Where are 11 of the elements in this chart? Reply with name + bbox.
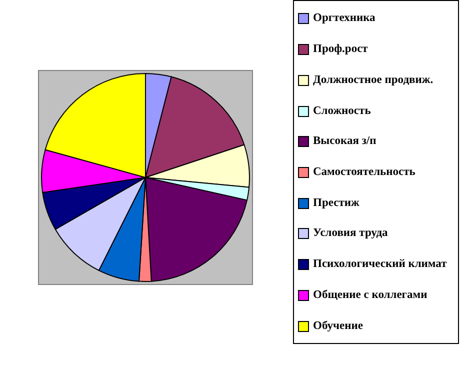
legend-label: Престиж	[313, 196, 360, 210]
legend-label: Самостоятельность	[313, 164, 416, 179]
legend-label: Проф.рост	[313, 42, 368, 56]
legend-label: Должностное продвиж.	[313, 72, 434, 87]
legend-label: Общение с коллегами	[313, 288, 428, 302]
legend-label: Психологический климат	[313, 257, 447, 272]
legend-label: Высокая з/п	[313, 134, 376, 148]
legend-label: Условия труда	[313, 226, 388, 240]
legend-label: Обучение	[313, 318, 363, 333]
legend-label: Сложность	[313, 104, 371, 118]
legend-label: Оргтехника	[313, 11, 376, 26]
